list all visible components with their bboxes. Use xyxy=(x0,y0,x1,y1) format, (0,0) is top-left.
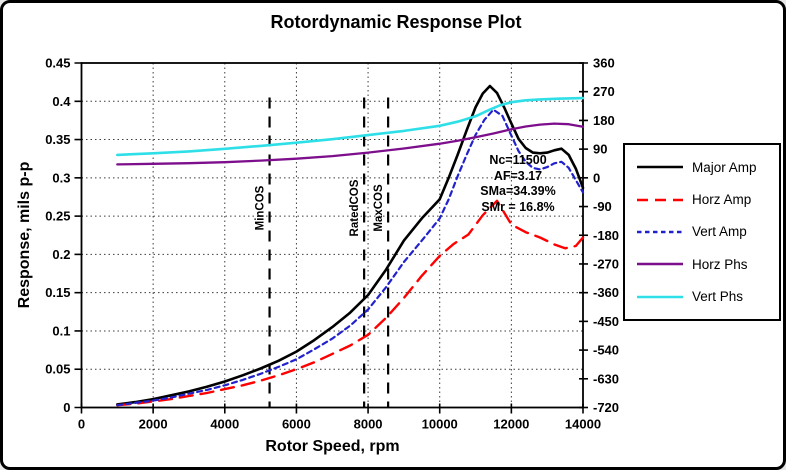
y-left-tick-label: 0.05 xyxy=(45,362,70,377)
y-right-tick-label: 360 xyxy=(593,56,615,71)
y-left-tick-label: 0.15 xyxy=(45,285,70,300)
series-horz-phs xyxy=(116,122,585,166)
ref-label-ratedcos: RatedCOS xyxy=(349,179,361,236)
y-right-tick-label: 270 xyxy=(593,84,615,99)
legend-label-horz-amp: Horz Amp xyxy=(692,192,752,208)
legend-box: Major Amp Horz Amp Vert Amp Horz Phs Vert Ph… xyxy=(623,143,781,321)
legend-item-horz-phs: Horz Phs xyxy=(635,257,779,272)
legend-label-horz-phs: Horz Phs xyxy=(692,256,748,272)
y-left-tick-label: 0.45 xyxy=(45,56,70,71)
legend-line-sample-horz-amp xyxy=(637,198,683,201)
y-left-tick-label: 0.25 xyxy=(45,209,70,224)
y-right-tick-label: 90 xyxy=(593,142,607,157)
legend-line-sample-horz-phs xyxy=(637,263,683,266)
y-axis-label: Response, mils p-p xyxy=(16,161,33,309)
x-axis-label: Rotor Speed, rpm xyxy=(265,438,400,455)
y-right-tick-label: -630 xyxy=(593,371,619,386)
series-horz-amp xyxy=(116,199,585,407)
y-left-tick-label: 0.4 xyxy=(52,94,71,109)
y-right-tick-label: 0 xyxy=(593,170,600,185)
y-left-tick-label: 0.2 xyxy=(52,247,70,262)
y-left-tick-label: 0.1 xyxy=(52,323,70,338)
y-right-tick-label: -360 xyxy=(593,285,619,300)
legend-label-vert-amp: Vert Amp xyxy=(692,224,747,240)
legend-line-sample-vert-amp xyxy=(637,230,683,234)
x-tick-label: 10000 xyxy=(422,417,458,432)
x-tick-label: 8000 xyxy=(354,417,383,432)
y-right-tick-label: 180 xyxy=(593,113,615,128)
y-left-tick-label: 0 xyxy=(63,400,70,415)
legend-line-sample-vert-phs xyxy=(637,295,683,299)
x-tick-label: 12000 xyxy=(493,417,529,432)
y-right-tick-label: -720 xyxy=(593,400,619,415)
chart-title: Rotordynamic Response Plot xyxy=(270,12,522,32)
y-right-tick-label: -450 xyxy=(593,314,619,329)
legend-item-horz-amp: Horz Amp xyxy=(635,192,779,207)
x-tick-label: 14000 xyxy=(565,417,601,432)
legend-line-sample-major-amp xyxy=(637,165,683,169)
y-right-tick-label: -180 xyxy=(593,228,619,243)
x-tick-label: 6000 xyxy=(282,417,311,432)
x-tick-label: 4000 xyxy=(210,417,239,432)
legend-label-major-amp: Major Amp xyxy=(692,159,757,175)
y-right-tick-label: -90 xyxy=(593,199,612,214)
legend-label-vert-phs: Vert Phs xyxy=(692,289,744,305)
x-tick-label: 0 xyxy=(78,417,85,432)
legend-item-major-amp: Major Amp xyxy=(635,160,779,175)
y-left-tick-label: 0.35 xyxy=(45,132,70,147)
legend-item-vert-amp: Vert Amp xyxy=(635,224,779,239)
ref-label-maxcos: MaxCOS xyxy=(373,184,385,232)
y-right-tick-label: -270 xyxy=(593,256,619,271)
series-vert-amp xyxy=(116,108,585,407)
x-tick-label: 2000 xyxy=(139,417,168,432)
ref-label-mincos: MinCOS xyxy=(255,185,267,230)
y-right-tick-label: -540 xyxy=(593,343,619,358)
legend-item-vert-phs: Vert Phs xyxy=(635,289,779,304)
series-major-amp xyxy=(116,84,585,406)
y-left-tick-label: 0.3 xyxy=(52,170,70,185)
series-vert-phs xyxy=(116,96,585,157)
plot-canvas: MinCOS RatedCOS MaxCOS 0 0.05 0.1 0.15 0.2 0.25 0… xyxy=(45,56,619,432)
